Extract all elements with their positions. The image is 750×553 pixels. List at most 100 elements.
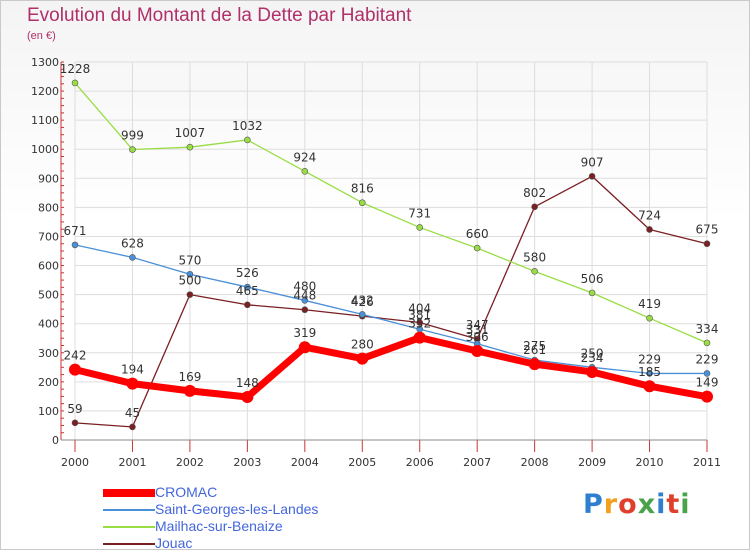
data-label: 816 [351, 182, 374, 196]
data-label: 628 [121, 236, 144, 250]
data-point [703, 240, 711, 248]
data-label: 234 [581, 351, 604, 365]
data-point [358, 199, 366, 207]
logo-letter: P [583, 489, 604, 520]
data-label: 261 [523, 343, 546, 357]
data-point [244, 301, 251, 309]
data-point [183, 384, 196, 397]
data-label: 675 [696, 223, 719, 237]
legend-swatch [103, 489, 155, 497]
data-label: 802 [523, 186, 546, 200]
chart-title: Evolution du Montant de la Dette par Hab… [27, 5, 412, 26]
x-tick-label: 2004 [291, 456, 319, 469]
data-label: 404 [408, 302, 431, 316]
x-tick-label: 2009 [578, 456, 606, 469]
data-point [244, 283, 251, 291]
legend-label: Mailhac-sur-Benaize [155, 518, 283, 534]
data-label: 229 [638, 352, 661, 366]
data-label: 500 [178, 274, 201, 288]
data-label: 149 [696, 376, 719, 390]
logo-letter: t [666, 489, 681, 520]
data-label: 506 [581, 272, 604, 286]
data-point [416, 224, 424, 231]
data-label: 731 [408, 206, 431, 220]
data-point [71, 419, 79, 427]
logo-letter: r [603, 489, 619, 520]
proxiti-logo: Proxiti [583, 489, 691, 520]
y-tick-label: 1200 [31, 85, 59, 98]
logo-letter: o [618, 489, 638, 520]
x-tick-label: 2011 [693, 456, 721, 469]
data-point [301, 168, 309, 175]
data-point [471, 345, 484, 358]
data-label: 319 [293, 326, 316, 340]
data-point [588, 289, 596, 297]
data-label: 185 [638, 365, 661, 379]
data-label: 480 [293, 279, 316, 293]
data-label: 907 [581, 155, 604, 169]
data-point [129, 146, 136, 153]
logo-letter: i [680, 489, 691, 520]
y-tick-label: 1100 [31, 114, 59, 127]
logo-letter: x [637, 489, 657, 520]
data-label: 465 [236, 284, 259, 298]
x-tick-label: 2008 [521, 456, 549, 469]
series-line [74, 82, 708, 344]
data-label: 580 [523, 250, 546, 264]
data-point [531, 203, 538, 211]
data-label: 45 [125, 406, 140, 420]
data-point [358, 311, 366, 318]
data-label: 999 [121, 129, 144, 143]
y-tick-label: 400 [38, 318, 59, 331]
data-label: 306 [466, 330, 489, 344]
data-point [643, 380, 656, 393]
data-label: 1007 [175, 126, 206, 140]
data-label: 448 [293, 289, 316, 303]
data-point [126, 377, 139, 390]
data-label: 194 [121, 363, 144, 377]
chart-subtitle: (en €) [27, 30, 56, 42]
data-label: 275 [523, 339, 546, 353]
data-label: 169 [178, 370, 201, 384]
legend-swatch [103, 543, 155, 545]
data-label: 250 [581, 346, 604, 360]
data-label: 334 [696, 322, 719, 336]
data-point [586, 365, 599, 378]
x-tick-label: 2002 [176, 456, 204, 469]
data-point [301, 306, 309, 314]
legend-label: CROMAC [155, 484, 218, 500]
data-label: 432 [351, 293, 374, 307]
data-label: 352 [408, 317, 431, 331]
data-point [703, 339, 711, 347]
y-tick-label: 1300 [31, 56, 59, 69]
data-point [703, 370, 711, 377]
data-point [69, 363, 81, 376]
y-tick-label: 700 [38, 230, 59, 243]
data-point [528, 358, 541, 371]
y-tick-label: 100 [38, 405, 59, 418]
series-jouac [71, 172, 711, 431]
y-tick-label: 600 [38, 260, 59, 273]
data-point [186, 143, 194, 151]
data-point [588, 172, 596, 180]
data-point [301, 297, 309, 304]
x-tick-label: 2003 [233, 456, 261, 469]
data-label: 1228 [60, 62, 91, 76]
data-point [646, 370, 653, 377]
data-label: 1032 [232, 119, 263, 133]
data-point [416, 319, 424, 326]
data-label: 419 [638, 297, 661, 311]
y-tick-label: 0 [52, 434, 59, 447]
x-tick-label: 2005 [348, 456, 376, 469]
data-label: 671 [64, 224, 87, 238]
data-point [241, 390, 254, 403]
data-point [356, 352, 369, 365]
data-point [473, 244, 481, 252]
data-point [531, 268, 538, 275]
data-label: 924 [293, 150, 316, 164]
data-label: 347 [466, 318, 489, 332]
data-label: 280 [351, 338, 374, 352]
y-tick-label: 800 [38, 201, 59, 214]
y-tick-label: 500 [38, 289, 59, 302]
